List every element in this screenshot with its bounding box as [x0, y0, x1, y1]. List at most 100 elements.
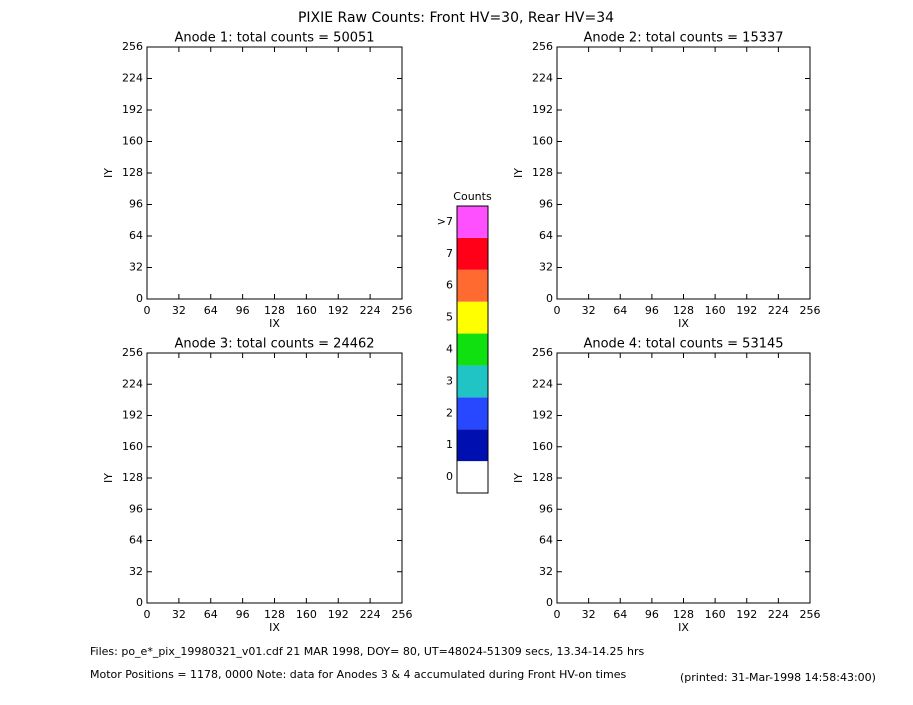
- y-tick-label: 160: [532, 440, 553, 453]
- x-tick-label: 0: [554, 608, 561, 621]
- y-tick-label: 64: [129, 534, 143, 547]
- x-tick-label: 160: [296, 304, 317, 317]
- x-tick-label: 192: [736, 304, 757, 317]
- x-tick-label: 224: [360, 608, 381, 621]
- x-tick-label: 64: [204, 304, 218, 317]
- y-tick-label: 256: [122, 346, 143, 359]
- y-tick-label: 96: [539, 198, 553, 211]
- colorbar-title: Counts: [453, 190, 492, 203]
- footer-motor: Motor Positions = 1178, 0000 Note: data …: [90, 668, 626, 681]
- y-tick-label: 0: [136, 596, 143, 609]
- x-tick-label: 128: [264, 608, 285, 621]
- colorbar-label: 3: [446, 374, 453, 387]
- colorbar-label: 1: [446, 438, 453, 451]
- x-tick-label: 0: [144, 304, 151, 317]
- x-tick-label: 160: [296, 608, 317, 621]
- footer-files: Files: po_e*_pix_19980321_v01.cdf 21 MAR…: [90, 645, 644, 658]
- y-tick-label: 128: [122, 166, 143, 179]
- x-tick-label: 128: [673, 304, 694, 317]
- x-axis-label: IX: [269, 621, 280, 634]
- y-tick-label: 0: [546, 292, 553, 305]
- y-tick-label: 32: [539, 261, 553, 274]
- x-tick-label: 256: [800, 304, 821, 317]
- color-swatch: [457, 269, 488, 302]
- y-tick-label: 160: [122, 135, 143, 148]
- y-tick-label: 224: [122, 377, 143, 390]
- y-tick-label: 224: [532, 72, 553, 85]
- y-axis-label: IY: [102, 473, 115, 483]
- y-tick-label: 0: [546, 596, 553, 609]
- x-tick-label: 32: [172, 608, 186, 621]
- color-swatch: [457, 301, 488, 334]
- panel-title: Anode 2: total counts = 15337: [583, 31, 783, 46]
- x-tick-label: 96: [645, 304, 659, 317]
- y-tick-label: 192: [122, 103, 143, 116]
- y-tick-label: 160: [122, 440, 143, 453]
- x-tick-label: 32: [582, 608, 596, 621]
- colorbar-label: 2: [446, 406, 453, 419]
- y-tick-label: 128: [532, 166, 553, 179]
- y-tick-label: 32: [539, 565, 553, 578]
- colorbar-label: 5: [446, 311, 453, 324]
- x-tick-label: 192: [328, 304, 349, 317]
- color-swatch: [457, 461, 488, 493]
- y-tick-label: 64: [129, 229, 143, 242]
- color-swatch: [457, 237, 488, 270]
- panel-title: Anode 4: total counts = 53145: [583, 337, 783, 352]
- x-tick-label: 128: [673, 608, 694, 621]
- y-tick-label: 192: [532, 409, 553, 422]
- color-swatch: [457, 206, 488, 238]
- y-tick-label: 96: [539, 502, 553, 515]
- footer-printed: (printed: 31-Mar-1998 14:58:43:00): [680, 671, 876, 684]
- x-tick-label: 96: [645, 608, 659, 621]
- y-axis-label: IY: [512, 168, 525, 178]
- x-tick-label: 64: [204, 608, 218, 621]
- color-swatch: [457, 429, 488, 462]
- x-tick-label: 224: [768, 304, 789, 317]
- y-tick-label: 32: [129, 565, 143, 578]
- y-tick-label: 256: [122, 40, 143, 53]
- x-axis-label: IX: [269, 317, 280, 330]
- color-swatch: [457, 333, 488, 366]
- x-tick-label: 192: [736, 608, 757, 621]
- y-tick-label: 96: [129, 198, 143, 211]
- y-tick-label: 128: [532, 471, 553, 484]
- y-tick-label: 256: [532, 346, 553, 359]
- x-tick-label: 160: [705, 304, 726, 317]
- colorbar-label: 4: [446, 343, 453, 356]
- x-axis-label: IX: [678, 621, 689, 634]
- x-tick-label: 32: [582, 304, 596, 317]
- y-tick-label: 0: [136, 292, 143, 305]
- x-tick-label: 256: [392, 304, 413, 317]
- x-tick-label: 256: [800, 608, 821, 621]
- y-tick-label: 64: [539, 534, 553, 547]
- y-tick-label: 224: [122, 72, 143, 85]
- x-axis-label: IX: [678, 317, 689, 330]
- y-tick-label: 224: [532, 377, 553, 390]
- y-tick-label: 160: [532, 135, 553, 148]
- y-tick-label: 32: [129, 261, 143, 274]
- y-axis-label: IY: [102, 168, 115, 178]
- colorbar-frame: [456, 205, 489, 494]
- panel-title: Anode 1: total counts = 50051: [174, 31, 374, 46]
- colorbar-label: 6: [446, 279, 453, 292]
- x-tick-label: 256: [392, 608, 413, 621]
- x-tick-label: 0: [144, 608, 151, 621]
- x-tick-label: 160: [705, 608, 726, 621]
- x-tick-label: 224: [768, 608, 789, 621]
- color-swatch: [457, 397, 488, 430]
- panel-title: Anode 3: total counts = 24462: [174, 337, 374, 352]
- y-tick-label: 192: [122, 409, 143, 422]
- x-tick-label: 128: [264, 304, 285, 317]
- x-tick-label: 192: [328, 608, 349, 621]
- colorbar-label: >7: [437, 215, 453, 228]
- page-title: PIXIE Raw Counts: Front HV=30, Rear HV=3…: [298, 10, 614, 26]
- y-axis-label: IY: [512, 473, 525, 483]
- x-tick-label: 96: [236, 608, 250, 621]
- y-tick-label: 64: [539, 229, 553, 242]
- x-tick-label: 0: [554, 304, 561, 317]
- y-tick-label: 192: [532, 103, 553, 116]
- x-tick-label: 96: [236, 304, 250, 317]
- y-tick-label: 96: [129, 502, 143, 515]
